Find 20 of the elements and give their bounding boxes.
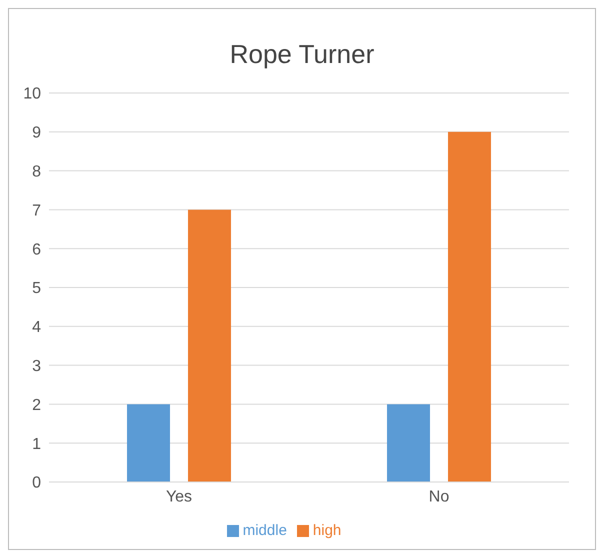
x-tick-label: Yes [166,488,192,506]
bar [188,210,231,482]
y-tick-label: 10 [23,86,42,103]
y-tick-label: 7 [32,202,42,220]
y-tick-label: 9 [32,124,42,142]
legend-label: middle [242,522,287,539]
chart-title: Rope Turner [228,38,376,71]
bar [387,404,430,482]
y-tick-label: 2 [32,396,42,414]
y-tick-label: 3 [32,358,42,375]
y-tick-label: 1 [32,436,42,453]
x-tick-label: No [428,488,450,506]
bar [448,132,491,482]
legend-label: high [312,522,342,539]
y-tick-label: 6 [32,241,42,258]
y-tick-label: 0 [32,474,42,492]
y-tick-label: 8 [32,163,42,180]
y-tick-label: 5 [32,280,42,298]
bar [127,404,170,482]
y-tick-label: 4 [32,319,42,336]
